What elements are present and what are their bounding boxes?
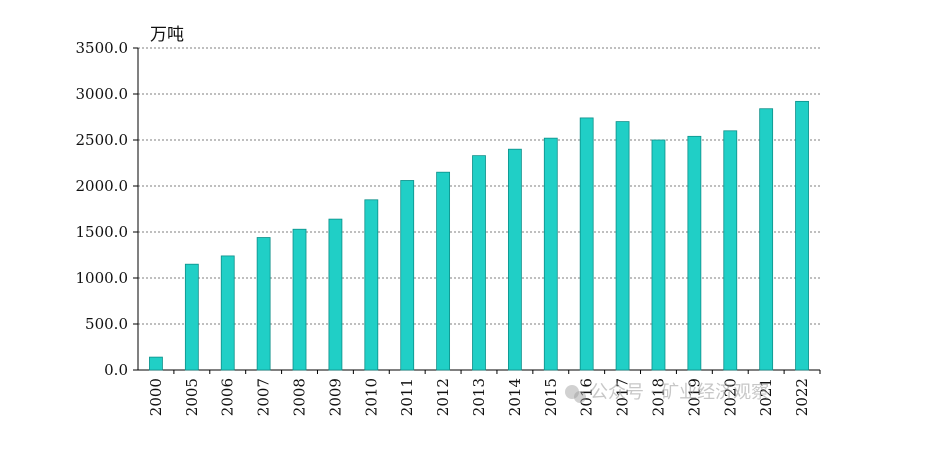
bar xyxy=(256,237,271,371)
bars xyxy=(149,100,809,371)
bar xyxy=(292,228,307,371)
x-tick-label: 2008 xyxy=(291,378,309,416)
x-tick-label: 2018 xyxy=(649,378,667,416)
x-tick-label: 2016 xyxy=(578,378,596,416)
bar xyxy=(507,148,522,371)
y-tick-label: 3000.0 xyxy=(76,85,129,103)
x-tick-label: 2011 xyxy=(398,378,416,416)
bar xyxy=(795,100,809,371)
bar xyxy=(723,130,738,371)
x-tick-label: 2019 xyxy=(685,378,703,416)
y-tick-label: 1500.0 xyxy=(76,223,129,241)
watermark-text: 公众号 · 矿业经济观察 xyxy=(590,382,769,403)
x-tick-label: 2015 xyxy=(542,378,560,416)
bar xyxy=(759,108,774,371)
bar xyxy=(615,121,630,371)
y-tick-label: 2000.0 xyxy=(76,177,129,195)
x-tick-label: 2013 xyxy=(470,378,488,416)
x-tick-label: 2009 xyxy=(326,378,344,416)
bar xyxy=(184,263,199,371)
y-tick-label: 1000.0 xyxy=(76,269,129,287)
bar xyxy=(328,218,343,371)
x-tick-label: 2005 xyxy=(183,378,201,416)
bar xyxy=(472,155,486,371)
bar xyxy=(687,135,702,371)
x-tick-label: 2007 xyxy=(255,378,273,416)
bar xyxy=(436,171,451,371)
x-tick-label: 2006 xyxy=(219,378,237,416)
x-tick-label: 2021 xyxy=(757,378,775,416)
bar xyxy=(579,117,594,371)
bar xyxy=(220,255,235,371)
bar xyxy=(651,139,666,371)
x-tick-label: 2022 xyxy=(793,378,811,416)
x-tick-label: 2014 xyxy=(506,378,524,416)
bar xyxy=(364,199,379,371)
bar xyxy=(400,180,415,371)
x-tick-label: 2000 xyxy=(147,378,165,416)
y-tick-labels: 0.0 500.0 1000.0 1500.0 2000.0 2500.0 3000.0 35… xyxy=(76,39,129,379)
y-tick-label: 2500.0 xyxy=(76,131,129,149)
x-tick-label: 2020 xyxy=(721,378,739,416)
bar xyxy=(149,356,163,371)
y-tick-label: 0.0 xyxy=(104,361,128,379)
y-tick-label: 500.0 xyxy=(85,315,128,333)
x-tick-label: 2012 xyxy=(434,378,452,416)
bar xyxy=(543,137,558,371)
watermark: 公众号 · 矿业经济观察 xyxy=(565,382,769,403)
y-tick-label: 3500.0 xyxy=(76,39,129,57)
x-tick-label: 2017 xyxy=(614,378,632,416)
y-axis-unit-label: 万吨 xyxy=(150,25,184,45)
x-tick-labels: 2000 2005 2006 2007 2008 2009 2010 2011 2012 2013… xyxy=(147,378,811,416)
x-tick-label: 2010 xyxy=(362,378,380,416)
wechat-icon xyxy=(565,385,586,403)
